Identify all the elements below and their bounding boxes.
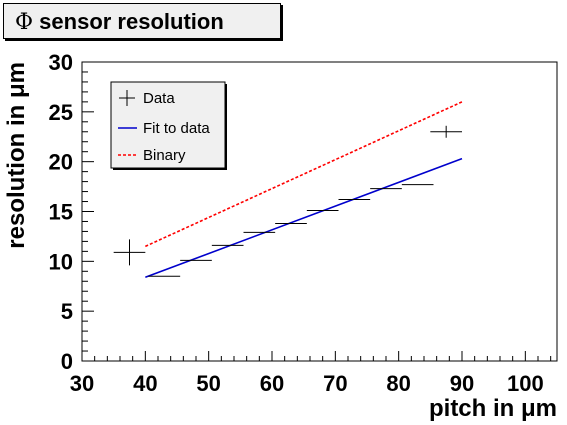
legend-label: Fit to data [143,120,210,137]
chart-title: Φ sensor resolution [15,9,224,36]
y-tick-label: 0 [61,349,73,374]
legend-box [110,81,226,169]
y-tick-label: 10 [49,249,73,274]
binary-line [145,101,463,248]
x-tick-label: 70 [323,371,347,396]
legend-label: Binary [143,147,186,164]
x-tick-label: 30 [70,371,94,396]
chart-title-text: sensor resolution [39,9,224,34]
fit-line [145,157,463,279]
y-tick-label: 25 [49,100,73,125]
x-tick-label: 60 [260,371,284,396]
y-tick-label: 20 [49,150,73,175]
y-tick-label: 5 [61,299,73,324]
x-axis-title: pitch in μm [429,395,557,422]
x-tick-label: 80 [386,371,410,396]
y-tick-label: 15 [49,200,73,225]
x-tick-label: 40 [133,371,157,396]
y-axis-title: resolution in μm [3,62,30,249]
chart-title-box: Φ sensor resolution [3,3,281,39]
legend-label: Data [143,90,175,107]
x-tick-label: 90 [450,371,474,396]
x-tick-label: 100 [507,371,544,396]
legend: Data Fit to data Binary [110,81,227,170]
y-tick-label: 30 [49,50,73,75]
data-point [113,239,146,266]
phi-symbol: Φ [15,10,34,35]
x-tick-label: 50 [196,371,220,396]
data-point [430,125,462,138]
